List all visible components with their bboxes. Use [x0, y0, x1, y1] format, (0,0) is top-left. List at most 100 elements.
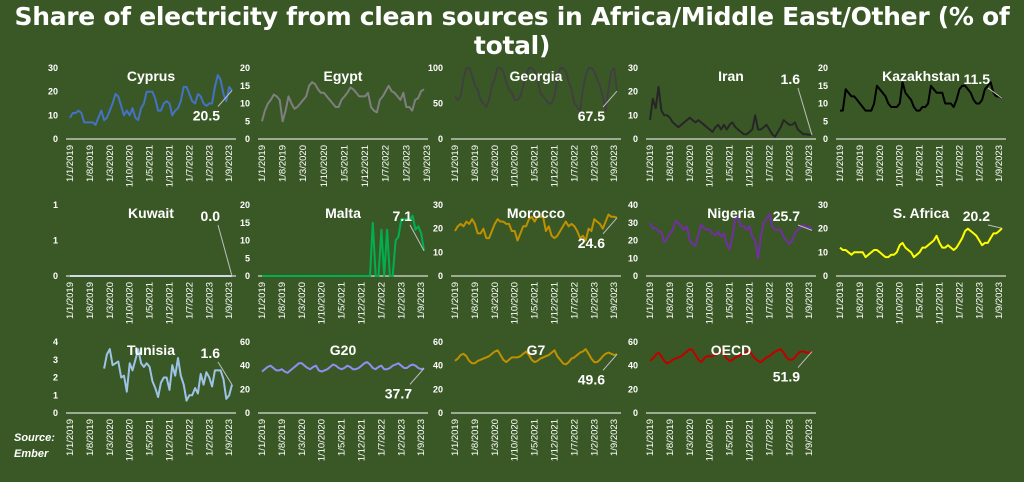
x-tick-label: 1/1/2019 [257, 282, 268, 319]
y-tick-label: 20 [240, 384, 250, 394]
x-tick-label: 1/8/2019 [665, 282, 676, 319]
x-tick-label: 1/10/2020 [125, 419, 136, 461]
x-tick-label: 1/1/2019 [835, 282, 846, 319]
panel-g20: 0 20 40 60 1/1/2019 1/8/2019 1/3/2020 1/10/2020… [240, 337, 428, 461]
y-tick-label: 30 [48, 63, 58, 73]
y-tick-label: 5 [245, 253, 250, 263]
y-tick-label: 20 [433, 384, 443, 394]
y-tick-label: 15 [240, 218, 250, 228]
source-value: Ember [14, 448, 49, 460]
x-tick-label: 1/10/2020 [125, 282, 136, 324]
x-tick-label: 1/12/2021 [744, 282, 755, 324]
leader-line [217, 90, 233, 107]
x-tick-label: 1/5/2021 [530, 282, 541, 319]
y-tick-label: 15 [818, 81, 828, 91]
x-tick-label: 1/8/2019 [470, 145, 481, 182]
x-tick-label: 1/2/2023 [204, 419, 215, 456]
series-line [649, 85, 813, 138]
y-tick-label: 10 [48, 110, 58, 120]
last-value-label: 67.5 [578, 108, 605, 124]
y-tick-label: 10 [240, 236, 250, 246]
x-tick-label: 1/8/2019 [855, 145, 866, 182]
last-value-label: 49.6 [578, 371, 605, 387]
y-tick-label: 10 [628, 110, 638, 120]
x-tick-label: 1/3/2020 [685, 419, 696, 456]
x-tick-label: 1/9/2023 [994, 145, 1005, 182]
x-tick-label: 1/8/2019 [855, 282, 866, 319]
x-tick-label: 1/5/2021 [530, 419, 541, 456]
panel-morocco: 0 10 20 30 1/1/2019 1/8/2019 1/3/2020 1/10/2020… [433, 200, 621, 324]
x-tick-label: 1/10/2020 [317, 282, 328, 324]
y-tick-label: 20 [628, 236, 638, 246]
panel-title: Georgia [510, 68, 563, 84]
series-line [261, 81, 425, 123]
y-tick-label: 30 [628, 63, 638, 73]
y-tick-label: 0 [438, 408, 443, 418]
y-tick-label: 4 [53, 337, 58, 347]
panel-georgia: 0 50 100 1/1/2019 1/8/2019 1/3/2020 1/10/2020 1… [428, 63, 621, 187]
y-tick-label: 20 [240, 200, 250, 210]
x-tick-label: 1/3/2020 [875, 282, 886, 319]
x-tick-label: 1/10/2020 [510, 282, 521, 324]
y-tick-label: 10 [433, 247, 443, 257]
y-tick-label: 20 [818, 224, 828, 234]
x-tick-label: 1/8/2019 [665, 419, 676, 456]
leader-line [987, 87, 1003, 99]
x-tick-label: 1/10/2020 [319, 145, 330, 187]
x-tick-label: 1/1/2019 [835, 145, 846, 182]
x-tick-label: 1/12/2021 [549, 282, 560, 324]
y-tick-label: 0 [53, 134, 58, 144]
y-tick-label: 10 [240, 99, 250, 109]
x-tick-label: 1/5/2021 [337, 419, 348, 456]
x-tick-label: 1/7/2022 [764, 282, 775, 319]
y-tick-label: 20 [818, 63, 828, 73]
x-tick-label: 1/12/2021 [549, 419, 560, 461]
panel-title: G20 [330, 342, 357, 358]
y-tick-label: 30 [628, 218, 638, 228]
panel-title: OECD [711, 342, 751, 358]
x-tick-label: 1/2/2023 [589, 145, 600, 182]
series-line [261, 361, 425, 374]
panel-title: Tunisia [127, 342, 175, 358]
leader-line [602, 90, 618, 108]
panel-egypt: 0 5 10 15 20 1/1/2019 1/8/2019 1/3/2020 1/10/202… [240, 63, 433, 187]
x-tick-label: 1/3/2020 [685, 282, 696, 319]
x-tick-label: 1/5/2021 [915, 145, 926, 182]
y-tick-label: 50 [433, 99, 443, 109]
leader-line [602, 353, 618, 371]
y-tick-label: 0 [633, 271, 638, 281]
x-tick-label: 1/1/2019 [257, 419, 268, 456]
x-tick-label: 1/7/2022 [569, 282, 580, 319]
y-tick-label: 0 [245, 408, 250, 418]
x-tick-label: 1/7/2022 [569, 419, 580, 456]
chart-title: Share of electricity from clean sources … [14, 2, 1010, 60]
series-line [69, 74, 233, 126]
x-tick-label: 1/3/2020 [685, 145, 696, 182]
x-tick-label: 1/7/2022 [954, 282, 965, 319]
x-tick-label: 1/2/2023 [784, 145, 795, 182]
x-tick-label: 1/2/2023 [589, 419, 600, 456]
last-value-label: 20.5 [193, 107, 220, 123]
y-tick-label: 10 [818, 99, 828, 109]
y-tick-label: 5 [823, 116, 828, 126]
panel-title: Egypt [324, 68, 363, 84]
last-value-label: 0.0 [201, 208, 221, 224]
x-tick-label: 1/1/2019 [645, 282, 656, 319]
y-tick-label: 20 [433, 224, 443, 234]
last-value-label: 1.6 [201, 345, 221, 361]
x-tick-label: 1/1/2019 [450, 282, 461, 319]
y-tick-label: 1 [53, 236, 58, 246]
leader-line [797, 351, 813, 368]
y-tick-label: 0 [245, 271, 250, 281]
series-line [262, 214, 425, 277]
x-tick-label: 1/2/2023 [974, 282, 985, 319]
x-tick-label: 1/10/2020 [895, 282, 906, 324]
x-tick-label: 1/12/2021 [934, 145, 945, 187]
x-tick-label: 1/9/2023 [224, 282, 235, 319]
x-tick-label: 1/12/2021 [356, 282, 367, 324]
x-tick-label: 1/7/2022 [954, 145, 965, 182]
x-tick-label: 1/1/2019 [65, 145, 76, 182]
x-tick-label: 1/5/2021 [339, 145, 350, 182]
last-value-label: 51.9 [773, 369, 800, 385]
